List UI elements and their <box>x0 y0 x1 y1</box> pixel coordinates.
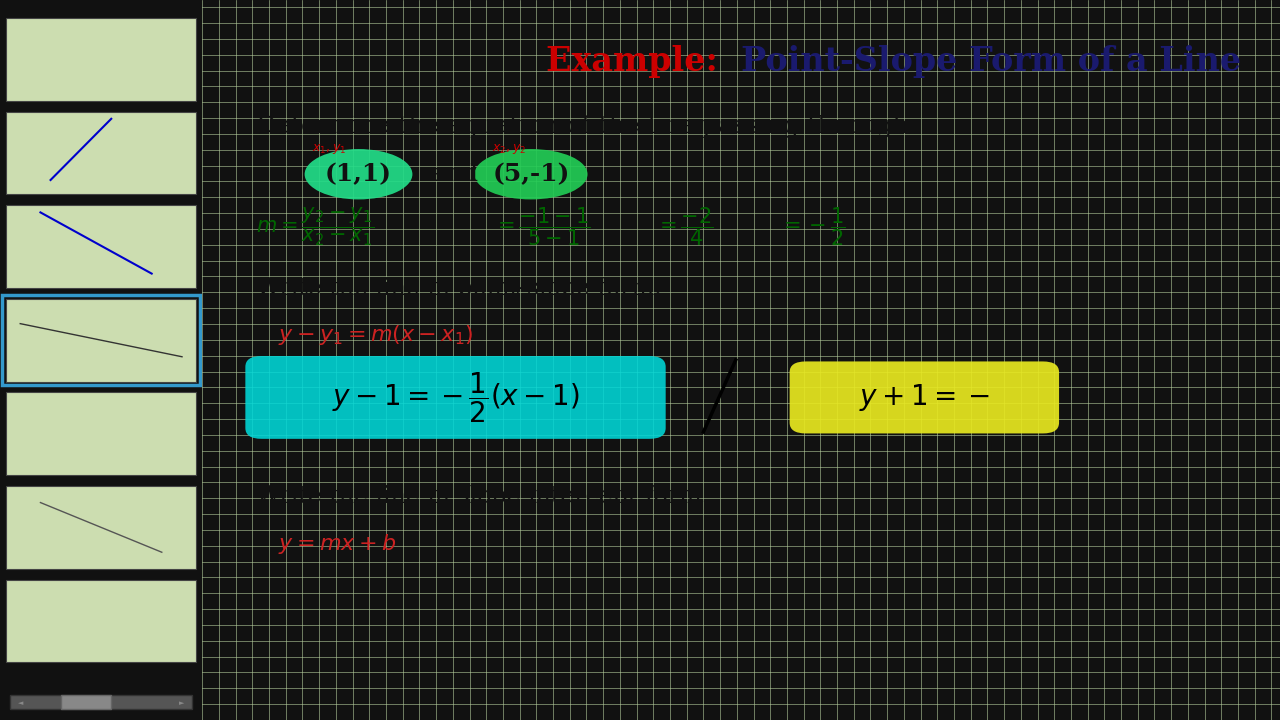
FancyBboxPatch shape <box>10 695 192 709</box>
Ellipse shape <box>305 149 412 199</box>
FancyBboxPatch shape <box>6 299 196 382</box>
Text: ◄: ◄ <box>18 700 23 706</box>
Text: $x_1,y_1$: $x_1,y_1$ <box>312 142 347 156</box>
FancyBboxPatch shape <box>6 18 196 101</box>
Text: and: and <box>424 163 486 186</box>
Text: Write the line in point-slope form.: Write the line in point-slope form. <box>256 276 662 300</box>
FancyBboxPatch shape <box>6 392 196 475</box>
Text: $= -\dfrac{1}{2}$: $= -\dfrac{1}{2}$ <box>778 205 845 248</box>
Text: Point-Slope Form of a Line: Point-Slope Form of a Line <box>741 45 1242 78</box>
FancyBboxPatch shape <box>246 356 666 438</box>
FancyBboxPatch shape <box>6 580 196 662</box>
Text: $y - 1 = -\dfrac{1}{2}(x-1)$: $y - 1 = -\dfrac{1}{2}(x-1)$ <box>332 370 580 425</box>
Text: $y - y_1 = m(x - x_1)$: $y - y_1 = m(x - x_1)$ <box>278 323 474 347</box>
Text: $m = \dfrac{y_2-y_1}{x_2-x_1}$: $m = \dfrac{y_2-y_1}{x_2-x_1}$ <box>256 206 374 248</box>
Text: Write the line in slope intercept form.: Write the line in slope intercept form. <box>256 485 709 508</box>
FancyBboxPatch shape <box>790 361 1059 433</box>
Text: (1,1): (1,1) <box>325 162 392 186</box>
Text: .: . <box>595 163 604 186</box>
Text: $x_2,y_2$: $x_2,y_2$ <box>493 142 526 156</box>
Text: Example:: Example: <box>547 45 741 78</box>
Text: $= \dfrac{-1-1}{5-1}$: $= \dfrac{-1-1}{5-1}$ <box>493 205 590 248</box>
Text: Determine the equation of the line passing through: Determine the equation of the line passi… <box>256 114 909 138</box>
FancyBboxPatch shape <box>60 695 111 709</box>
FancyBboxPatch shape <box>6 205 196 288</box>
Text: $y+1 = -$: $y+1 = -$ <box>859 382 989 413</box>
FancyBboxPatch shape <box>6 486 196 569</box>
Text: $y = mx + b$: $y = mx + b$ <box>278 531 396 556</box>
FancyBboxPatch shape <box>6 112 196 194</box>
Ellipse shape <box>475 149 588 199</box>
Text: (5,-1): (5,-1) <box>493 162 570 186</box>
Text: ►: ► <box>179 700 184 706</box>
Text: $= \dfrac{-2}{4}$: $= \dfrac{-2}{4}$ <box>655 205 713 248</box>
